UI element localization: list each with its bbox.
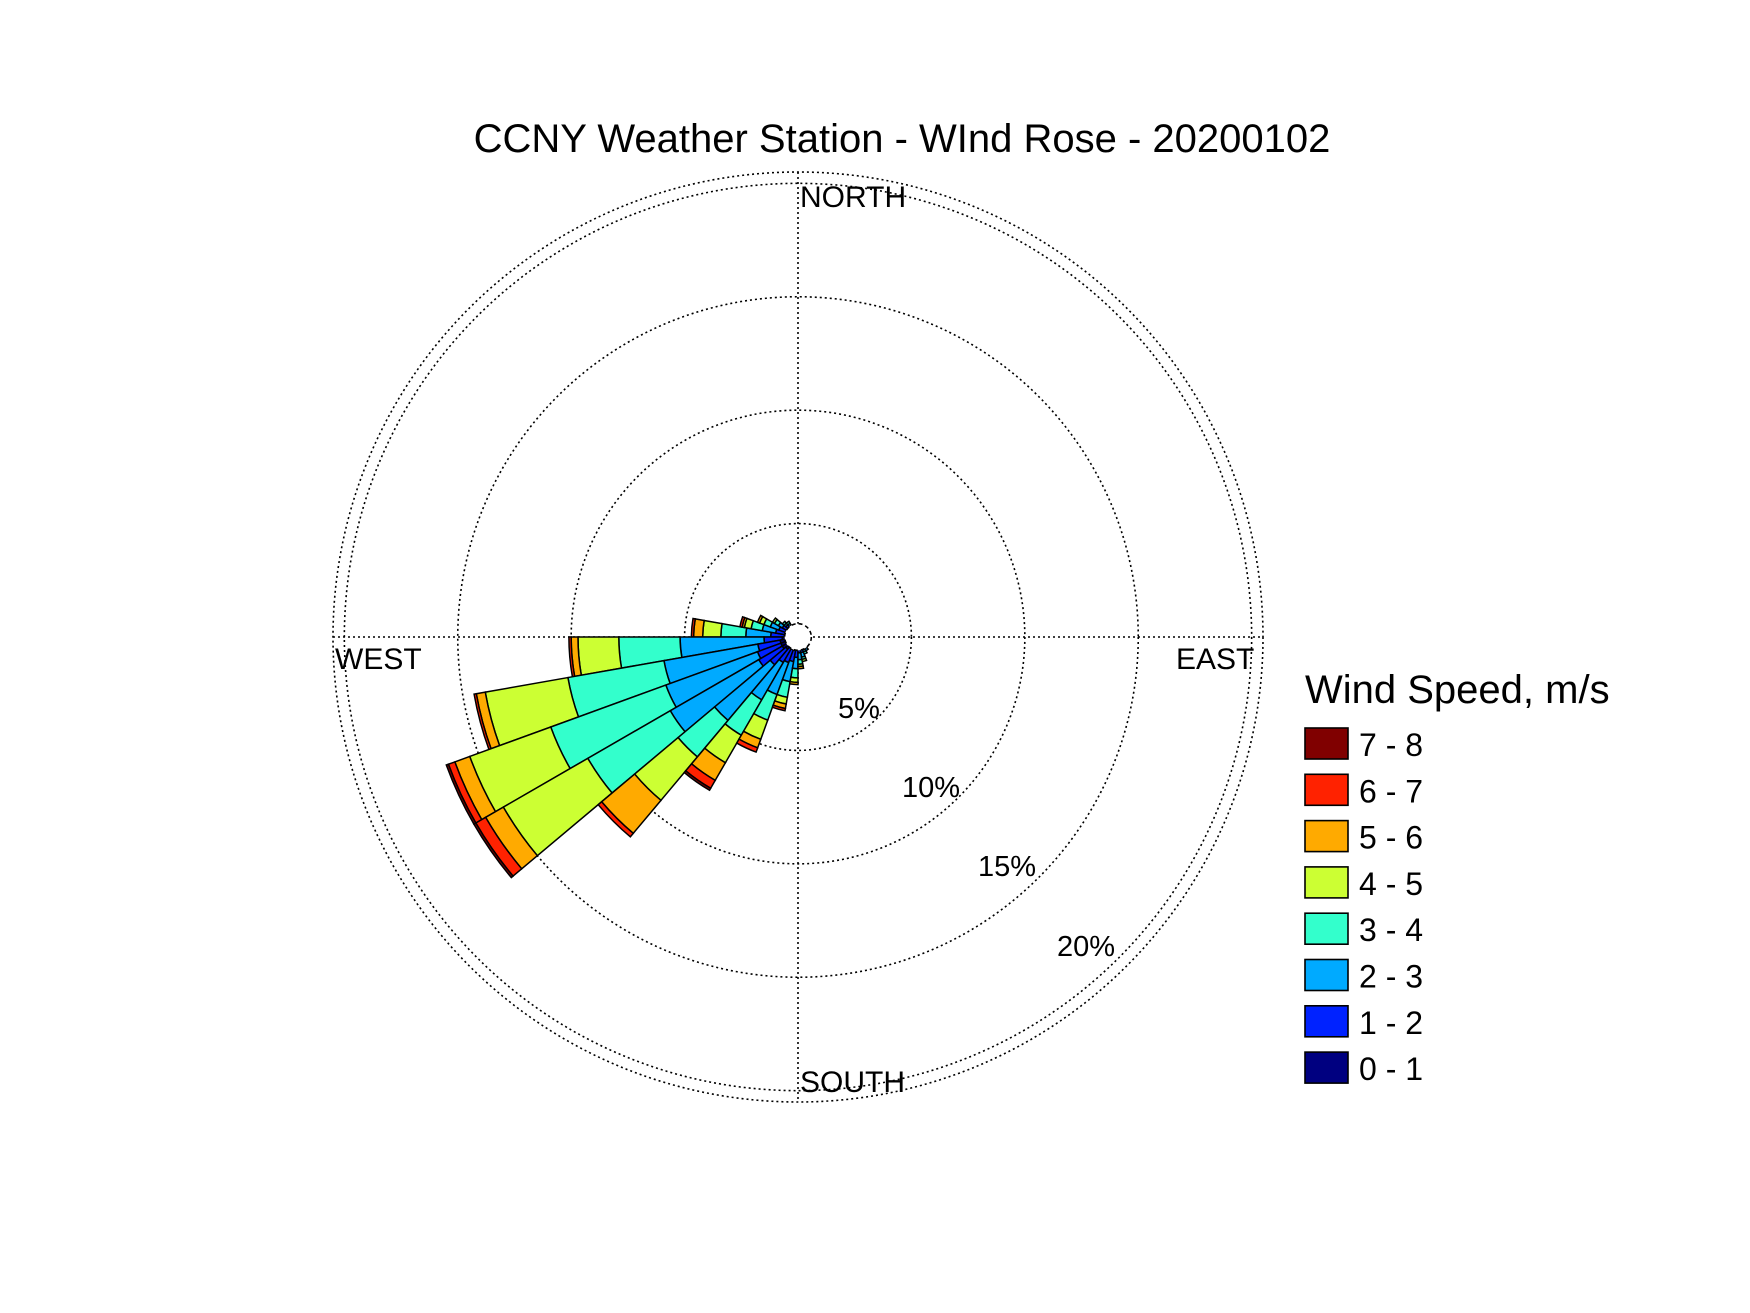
legend: 7 - 8 6 - 7 5 - 6 4 - 5 3 - 4 2 - 3 1 - 2 0 - 1: [1304, 727, 1423, 1087]
polar-grid: [332, 171, 1264, 1103]
sector-275-bin-6: [690, 617, 697, 638]
legend-swatch-6: [1304, 1004, 1349, 1038]
direction-label-north: NORTH: [800, 181, 906, 214]
sector-255-bin-6: [473, 692, 493, 751]
direction-label-west: WEST: [335, 643, 422, 676]
sector-185-bin-3: [790, 667, 799, 679]
sector-165-bin-4: [801, 657, 808, 663]
ring-label-20: 20%: [1057, 931, 1115, 963]
sector-285-bin-6: [739, 615, 746, 629]
ring-label-5: 5%: [838, 693, 880, 725]
legend-label-1: 6 - 7: [1359, 773, 1423, 809]
sector-205-bin-6: [735, 738, 759, 754]
chart-title: CCNY Weather Station - WInd Rose - 20200…: [474, 117, 1331, 161]
sector-245-bin-7: [445, 763, 477, 826]
sector-305-bin-4: [771, 616, 779, 625]
legend-title: Wind Speed, m/s: [1305, 668, 1610, 712]
legend-label-3: 4 - 5: [1359, 866, 1423, 902]
legend-swatch-0: [1304, 727, 1349, 760]
legend-swatch-5: [1304, 958, 1349, 992]
ring-label-10: 10%: [902, 772, 960, 804]
sector-175-bin-5: [797, 665, 805, 670]
direction-label-south: SOUTH: [800, 1066, 905, 1099]
legend-label-2: 5 - 6: [1359, 820, 1423, 856]
legend-swatch-1: [1304, 773, 1349, 807]
sector-315-bin-3: [781, 620, 788, 627]
legend-swatch-2: [1304, 819, 1349, 853]
legend-label-6: 1 - 2: [1359, 1005, 1423, 1041]
sector-325-bin-3: [785, 620, 792, 626]
legend-label-4: 3 - 4: [1359, 912, 1423, 948]
sector-295-bin-5: [756, 614, 764, 624]
legend-swatch-3: [1304, 866, 1349, 899]
sector-235-bin-7: [472, 821, 515, 879]
legend-label-7: 0 - 1: [1359, 1051, 1423, 1087]
legend-label-0: 7 - 8: [1359, 727, 1423, 763]
legend-swatch-7: [1304, 1051, 1349, 1084]
ring-label-15: 15%: [978, 851, 1036, 883]
sector-275-bin-4: [701, 619, 723, 638]
sector-155-bin-3: [802, 649, 809, 656]
sector-195-bin-6: [771, 704, 787, 712]
grid-ring-20: [343, 182, 1253, 1092]
calm-center: [783, 622, 813, 652]
sector-225-bin-6: [597, 800, 635, 838]
wind-sectors: [445, 614, 810, 879]
direction-label-east: EAST: [1176, 643, 1254, 676]
sector-145-bin-2: [803, 646, 810, 652]
sector-215-bin-7: [683, 769, 712, 792]
legend-swatch-4: [1304, 912, 1349, 946]
sector-185-bin-5: [788, 680, 799, 686]
sector-265-bin-6: [568, 636, 576, 678]
legend-label-5: 2 - 3: [1359, 959, 1423, 995]
